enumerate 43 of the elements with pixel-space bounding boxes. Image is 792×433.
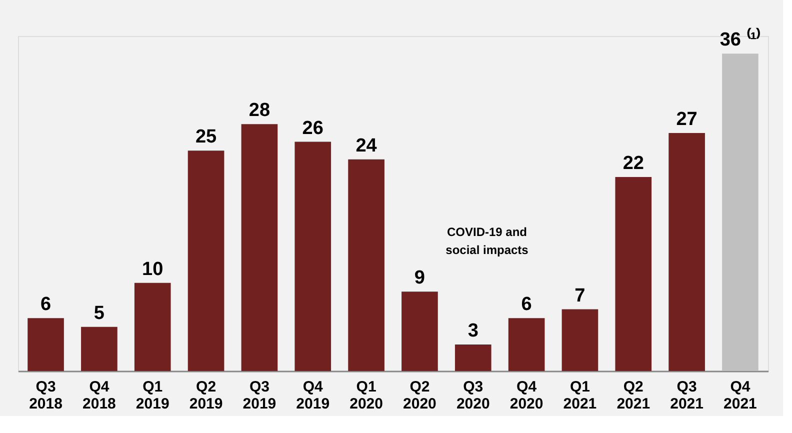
bar	[615, 177, 652, 371]
bar	[508, 318, 545, 371]
data-label: 6	[521, 294, 532, 316]
x-tick-label: Q1 2019	[136, 378, 170, 412]
bar	[454, 344, 492, 371]
x-tick-label: Q3 2018	[29, 378, 62, 412]
x-tick-label: Q3 2021	[670, 378, 704, 412]
bar	[188, 150, 224, 371]
x-tick-label: Q4 2020	[510, 378, 544, 412]
x-tick-label: Q1 2020	[350, 378, 383, 412]
data-label: 36 ⁽¹⁾	[720, 28, 761, 51]
data-label: 28	[248, 100, 270, 122]
data-label: 25	[195, 126, 218, 148]
x-tick-label: Q3 2019	[242, 378, 276, 412]
x-tick-label: Q2 2021	[616, 378, 650, 412]
annotation: COVID-19 and social impacts	[446, 225, 529, 257]
x-tick-label: Q3 2020	[456, 378, 490, 412]
data-label: 5	[94, 302, 105, 324]
x-tick-label: Q4 2021	[724, 378, 757, 412]
data-label: 7	[574, 285, 586, 306]
bar	[668, 132, 705, 371]
x-tick-label: Q2 2020	[403, 378, 436, 412]
x-tick-label: Q4 2018	[82, 378, 116, 412]
data-label: 9	[414, 268, 425, 289]
x-tick-label: Q4 2019	[296, 378, 330, 412]
bar	[722, 54, 758, 371]
data-label: 6	[40, 294, 52, 316]
data-label: 3	[468, 320, 478, 342]
data-label: 22	[622, 153, 644, 174]
data-label: 10	[142, 258, 164, 280]
bar	[241, 124, 278, 371]
data-label: 26	[302, 118, 324, 139]
bar	[28, 318, 64, 371]
bar	[348, 159, 384, 371]
bar	[562, 309, 598, 371]
data-label: 27	[676, 108, 698, 130]
x-tick-label: Q2 2019	[189, 378, 223, 412]
bar	[294, 142, 332, 371]
bar	[81, 326, 118, 371]
data-label: 24	[356, 135, 378, 156]
bar	[134, 282, 171, 371]
x-tick-label: Q1 2021	[563, 378, 597, 412]
bar	[402, 292, 438, 371]
